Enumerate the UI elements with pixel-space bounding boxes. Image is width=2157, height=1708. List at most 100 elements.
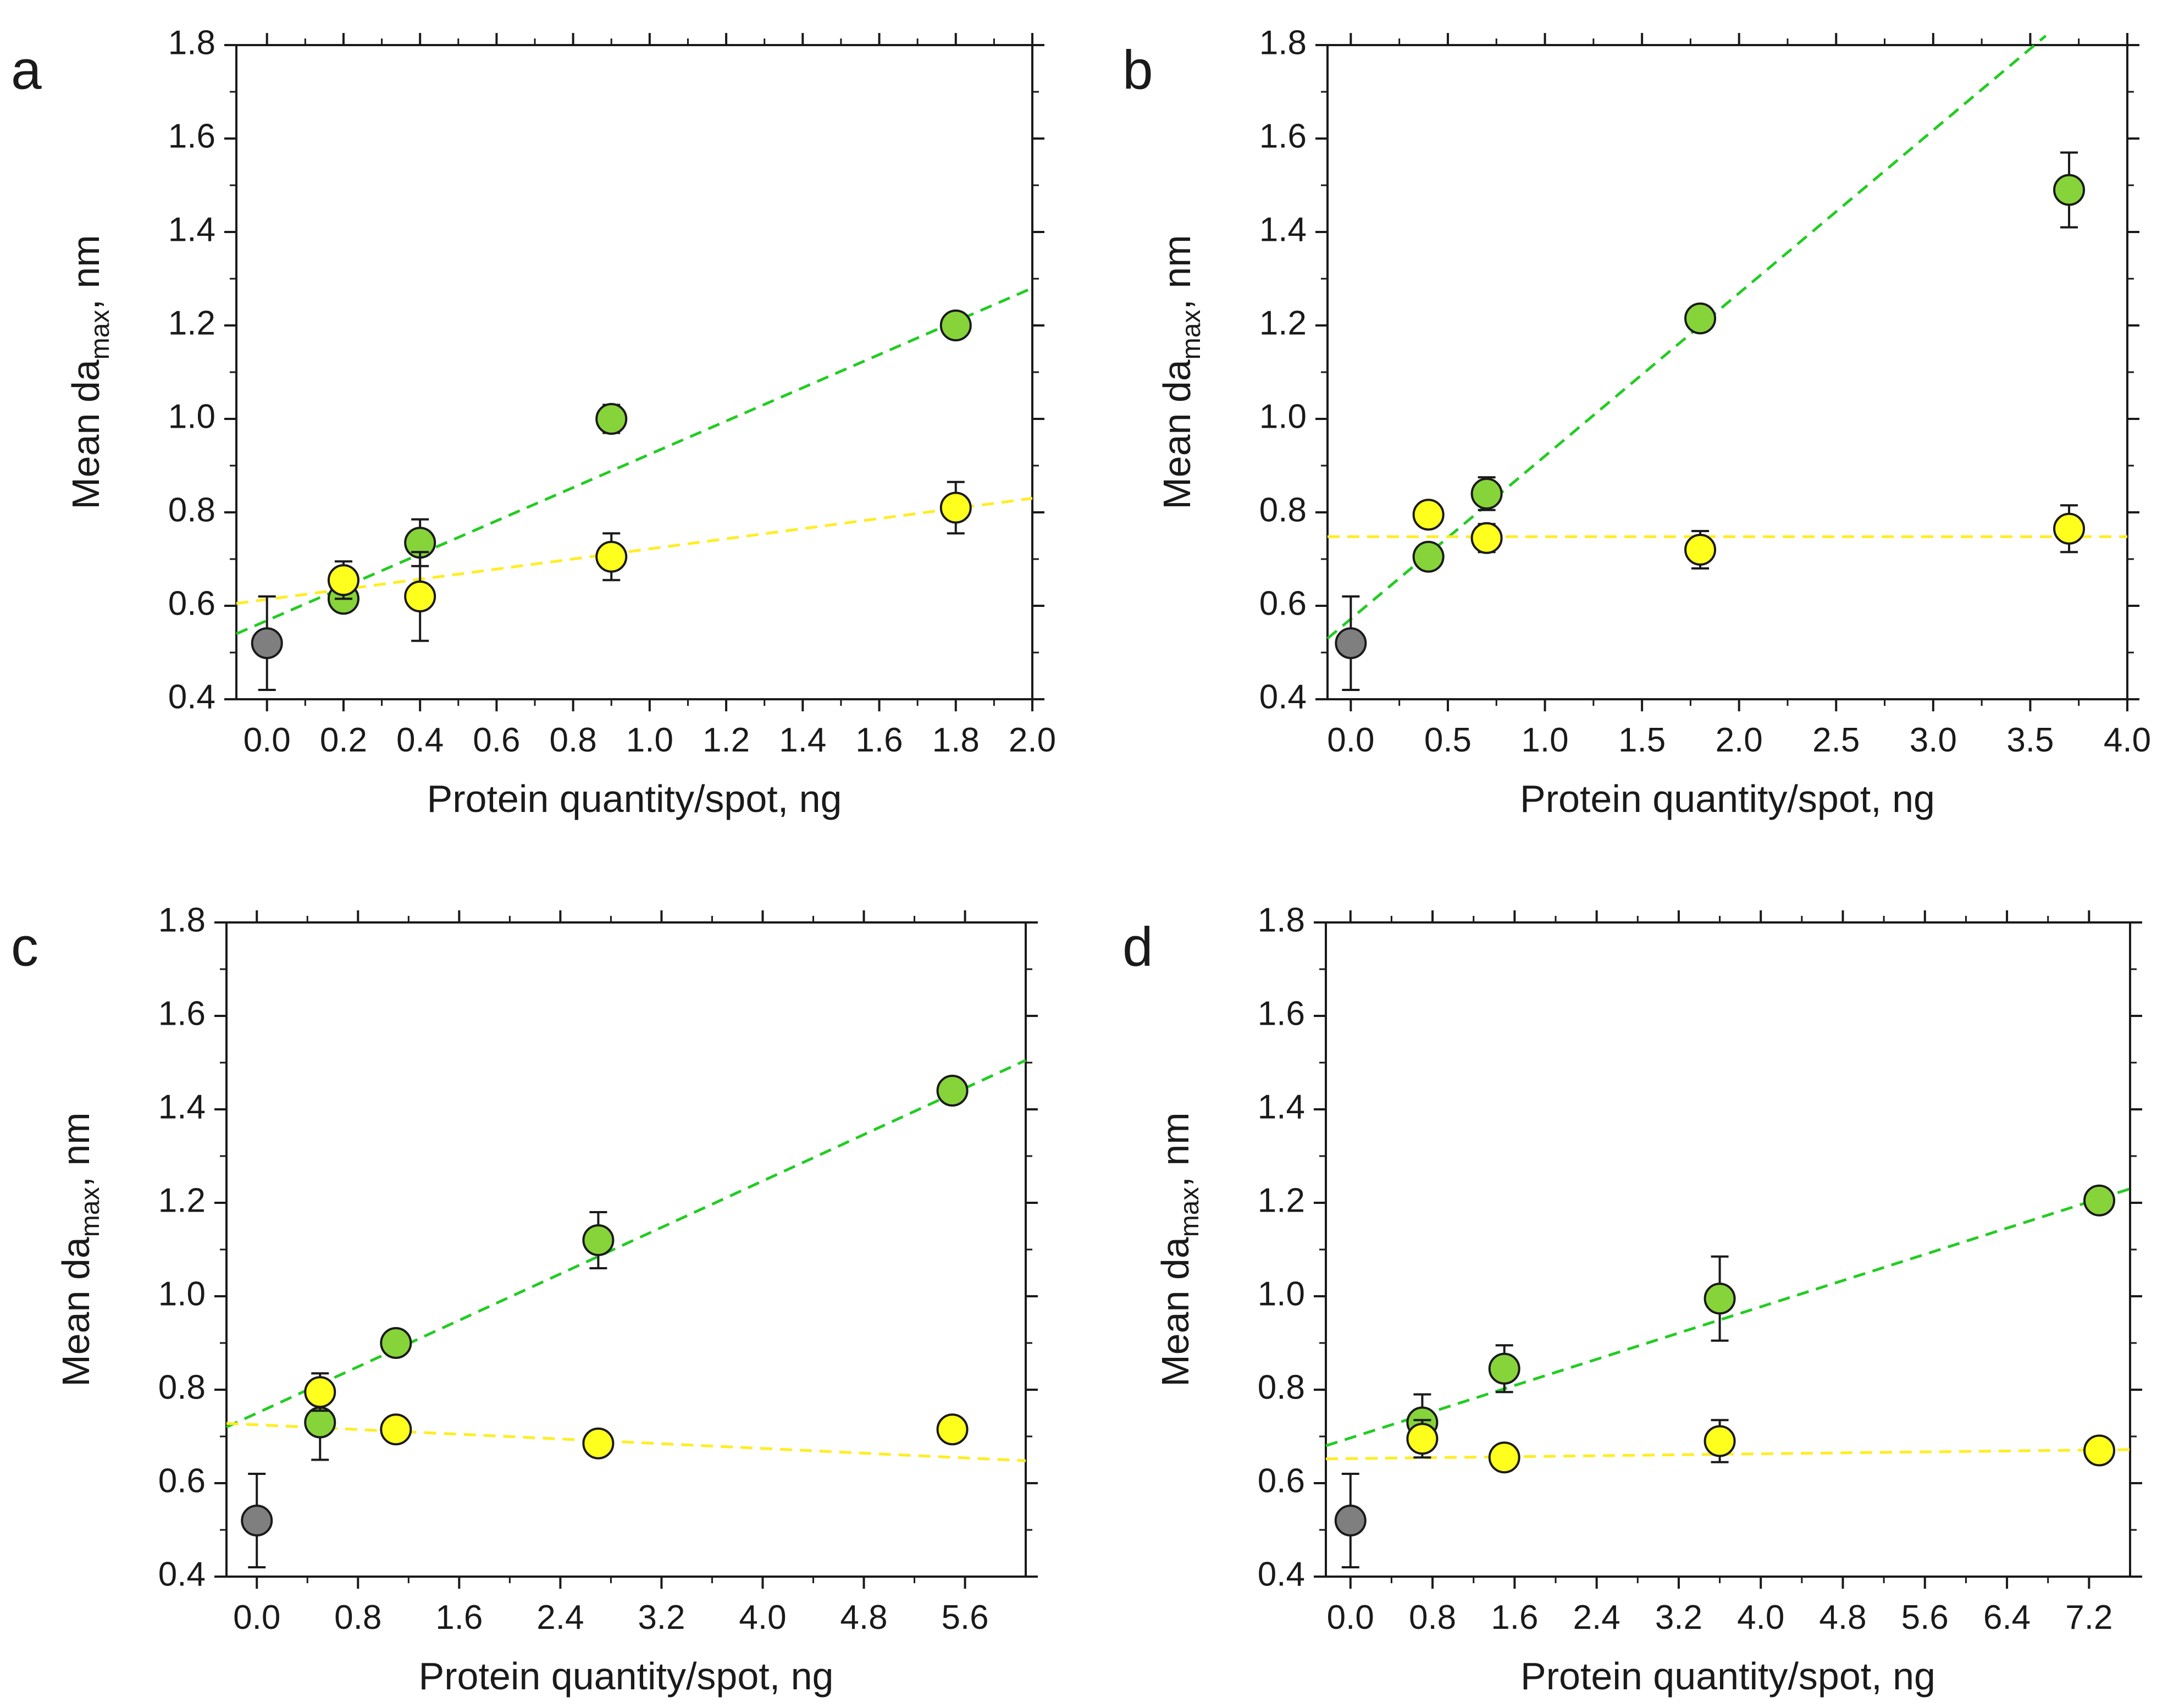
green-fit-line <box>225 1059 1027 1429</box>
y-tick-label: 0.4 <box>168 678 215 716</box>
x-tick-label: 0.0 <box>233 1599 280 1637</box>
y-tick-label: 0.4 <box>158 1555 206 1593</box>
x-tick-label: 1.0 <box>626 721 673 759</box>
x-tick-label: 1.2 <box>703 721 750 759</box>
y-tick-label: 1.4 <box>168 211 215 248</box>
x-tick-label: 7.2 <box>2065 1599 2112 1637</box>
yellow-point <box>595 540 628 573</box>
x-tick-label: 3.5 <box>2006 721 2054 759</box>
y-axis-label-unit: , nm <box>1155 235 1198 309</box>
y-axis-label-subscript: max <box>86 310 115 360</box>
y-tick-label: 0.6 <box>168 584 215 622</box>
yellow-point <box>1684 534 1717 566</box>
green-fit-line <box>1326 35 2047 640</box>
y-tick-label: 1.0 <box>168 397 215 435</box>
x-tick-label: 1.6 <box>1491 1599 1538 1637</box>
green-point <box>304 1406 336 1439</box>
yellow-point <box>582 1427 615 1460</box>
y-tick-label: 1.6 <box>158 994 206 1032</box>
x-tick-label: 0.8 <box>550 721 597 759</box>
x-tick-label: 1.8 <box>932 721 980 759</box>
x-tick-label: 6.4 <box>1983 1599 2031 1637</box>
x-tick-label: 3.0 <box>1910 721 1957 759</box>
panel-c: c 0.0 0.8 1.6 2.4 3.2 4.0 4.8 5.6 0.4 0.6 0.8 1.0 1.2… <box>11 901 1038 1698</box>
green-point <box>1488 1352 1520 1385</box>
y-tick-label: 0.6 <box>158 1462 206 1500</box>
x-tick-label: 4.0 <box>2104 721 2151 759</box>
yellow-point <box>936 1413 969 1446</box>
y-tick-label: 1.2 <box>158 1181 206 1219</box>
y-tick-label: 1.8 <box>1258 901 1305 939</box>
yellow-point <box>404 581 436 612</box>
y-tick-label: 1.4 <box>1258 1088 1305 1126</box>
y-axis-label: Mean damax, nm <box>1155 235 1206 509</box>
panel-label: a <box>11 39 42 101</box>
y-tick-label: 0.8 <box>1259 491 1307 529</box>
yellow-point <box>2083 1434 2116 1467</box>
y-axis-label-main: Mean da <box>64 360 107 509</box>
y-axis-label-subscript: max <box>1175 1187 1204 1237</box>
y-axis-label-subscript: max <box>1177 310 1206 360</box>
yellow-point <box>1412 499 1445 531</box>
x-tick-label: 5.6 <box>1901 1599 1949 1637</box>
green-point <box>1704 1283 1736 1315</box>
yellow-point <box>1488 1441 1520 1474</box>
y-axis-label-main: Mean da <box>54 1237 97 1386</box>
yellow-point <box>2053 512 2086 545</box>
gray-point <box>251 627 283 659</box>
y-tick-label: 1.6 <box>1258 994 1305 1032</box>
gray-point <box>1334 1505 1367 1536</box>
yellow-point <box>1406 1423 1439 1455</box>
x-tick-label: 1.5 <box>1618 721 1666 759</box>
x-tick-label: 0.8 <box>334 1599 381 1637</box>
green-point <box>582 1224 615 1256</box>
x-tick-label: 4.8 <box>1819 1599 1866 1637</box>
x-tick-label: 1.4 <box>779 721 826 759</box>
x-tick-label: 1.6 <box>435 1599 483 1637</box>
y-tick-label: 0.8 <box>168 491 215 529</box>
green-point <box>1412 540 1445 573</box>
y-tick-label: 1.6 <box>168 117 215 155</box>
y-tick-label: 1.8 <box>158 901 206 939</box>
green-fit-line <box>236 286 1033 635</box>
x-tick-label: 0.2 <box>320 721 367 759</box>
x-tick-label: 1.6 <box>855 721 903 759</box>
x-tick-label: 3.2 <box>1655 1599 1702 1637</box>
x-tick-label: 0.6 <box>473 721 520 759</box>
x-tick-label: 0.0 <box>1327 721 1374 759</box>
green-point <box>2053 174 2086 206</box>
y-tick-label: 1.4 <box>158 1088 206 1126</box>
y-axis-label-subscript: max <box>76 1187 105 1237</box>
green-point <box>595 403 628 435</box>
y-axis-label-main: Mean da <box>1155 360 1198 509</box>
x-tick-label: 0.8 <box>1409 1599 1456 1637</box>
y-tick-label: 0.8 <box>158 1368 206 1406</box>
yellow-fit-line <box>226 1422 1026 1462</box>
y-tick-label: 1.2 <box>1259 304 1307 342</box>
x-tick-label: 0.0 <box>244 721 291 759</box>
green-fit-line <box>1325 1187 2131 1447</box>
y-tick-label: 1.4 <box>1259 211 1307 248</box>
y-axis-label-main: Mean da <box>1154 1237 1197 1386</box>
x-tick-label: 4.0 <box>1737 1599 1784 1637</box>
y-tick-label: 1.0 <box>1259 397 1307 435</box>
x-tick-label: 5.6 <box>941 1599 988 1637</box>
gray-point <box>1335 627 1367 659</box>
green-point <box>1470 478 1503 510</box>
x-tick-label: 1.0 <box>1521 721 1568 759</box>
green-point <box>1684 302 1717 335</box>
y-tick-label: 0.4 <box>1258 1555 1305 1593</box>
x-tick-label: 0.5 <box>1424 721 1472 759</box>
panel-d: d 0.0 0.8 1.6 2.4 3.2 4.0 4.8 5.6 6.4 7.2 0.4 0.6 0.8… <box>1122 901 2142 1698</box>
panel-b: b 0.0 0.5 1.0 1.5 2.0 2.5 3.0 3.5 4.0 0.4 0.6 0.8 1.0… <box>1122 24 2151 820</box>
y-tick-label: 1.2 <box>1258 1181 1305 1219</box>
x-axis-label: Protein quantity/spot, ng <box>419 1655 834 1698</box>
x-tick-label: 3.2 <box>638 1599 685 1637</box>
green-point <box>936 1075 969 1107</box>
y-axis-label-unit: , nm <box>64 235 107 309</box>
x-tick-label: 2.0 <box>1716 721 1763 759</box>
yellow-point <box>939 491 972 524</box>
green-point <box>2083 1184 2116 1217</box>
